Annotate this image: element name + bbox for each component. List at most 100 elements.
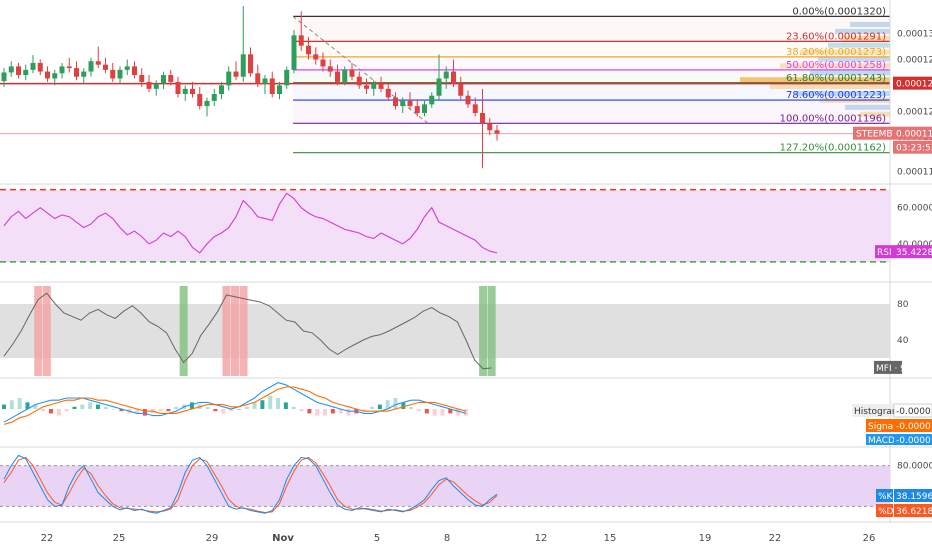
fib-zone	[293, 82, 890, 101]
fib-zone	[293, 16, 890, 42]
volume-profile-bar	[860, 111, 890, 117]
candle-body	[327, 66, 333, 72]
volume-profile-bar	[828, 42, 890, 48]
price-tick-label: 0.0001140	[897, 168, 932, 178]
macd-histogram-bar	[64, 409, 69, 412]
macd-histogram-bar	[205, 406, 210, 409]
macd-histogram-bar	[17, 398, 22, 409]
date-tick-label: 8	[444, 533, 450, 544]
volume-profile-bar	[780, 63, 890, 69]
macd-histogram-bar	[25, 402, 30, 409]
rsi-tick-label: 40.0000	[897, 240, 932, 250]
candle-body	[8, 66, 14, 73]
date-tick-label: 12	[535, 533, 548, 544]
countdown-tag: 03:23:53	[896, 144, 932, 154]
macd-histogram-bar	[362, 409, 367, 412]
macd-histogram-bar	[142, 409, 147, 416]
fibonacci-retracement: 0.00%(0.0001320) 23.60%(0.0001291) 38.20%(…	[0, 6, 890, 154]
volume-profile-bar	[800, 49, 890, 55]
volume-profile-bar	[850, 21, 890, 27]
candle-body	[81, 71, 87, 77]
fib-level-label: 38.20%(0.0001273)	[786, 47, 886, 58]
macd-histogram-bar	[229, 409, 234, 412]
date-axis: 22 25 29 Nov 5 8 12 15 19 22 26	[41, 533, 876, 544]
stoch-band	[0, 465, 890, 507]
candle-body	[226, 71, 232, 86]
mfi-oversold-zone	[179, 286, 188, 376]
candle-body	[313, 54, 319, 60]
macd-histogram-bar	[221, 409, 226, 414]
rsi-tick-label: 60.0000	[897, 204, 932, 214]
candle-body	[240, 54, 246, 77]
macd-histogram-bar	[260, 400, 265, 409]
volume-profile-bar	[835, 28, 890, 34]
candle-body	[211, 94, 217, 101]
candle-body	[1, 72, 7, 82]
symbol-tag: STEEMBTC	[856, 130, 904, 140]
rsi-name-tag: RSI	[877, 248, 892, 258]
candle-body	[219, 85, 224, 94]
macd-histogram-bar	[2, 404, 6, 409]
volume-profile-bar	[818, 56, 890, 62]
macd-histogram-bar	[440, 409, 445, 416]
macd-signal-value: -0.0000	[896, 422, 931, 432]
stoch-k-tag: %K	[878, 492, 894, 502]
candle-body	[139, 75, 145, 82]
candle-body	[197, 94, 203, 107]
macd-histogram-bar	[103, 406, 108, 409]
macd-histogram-bar	[72, 406, 77, 409]
macd-histogram-bar	[119, 409, 124, 412]
candle-body	[190, 88, 195, 94]
candle-body	[45, 71, 50, 79]
volume-profile-bar	[845, 104, 890, 110]
candle-body	[451, 71, 456, 84]
macd-histogram-bar	[377, 404, 382, 409]
candle-body	[52, 73, 58, 79]
candle-body	[262, 78, 268, 84]
volume-profile-bar	[740, 77, 890, 83]
macd-histogram-bar	[463, 409, 468, 416]
macd-histogram-bar	[401, 402, 406, 409]
mfi-overbought-zone	[239, 286, 248, 376]
stoch-d-tag-bg	[876, 504, 893, 517]
macd-histogram-bar	[307, 409, 312, 414]
macd-histogram-bar	[283, 402, 288, 409]
candle-body	[472, 104, 478, 113]
stoch-k-tag-bg	[876, 489, 893, 502]
signal-line	[3, 386, 467, 425]
candle-body	[132, 66, 137, 76]
macd-histogram-bar	[315, 409, 320, 416]
macd-histogram-value-bg	[893, 403, 932, 418]
date-tick-label: 15	[604, 533, 617, 544]
rsi-name-tag-bg	[875, 245, 893, 259]
mfi-oversold-zone	[487, 286, 496, 376]
candle-body	[356, 76, 362, 86]
candle-body	[371, 83, 377, 89]
candle-body	[248, 54, 253, 74]
hline-price-tag-bg	[893, 76, 932, 90]
mfi-band	[0, 304, 890, 358]
fib-level-label: 23.60%(0.0001291)	[786, 31, 886, 42]
macd-histogram-bar	[95, 404, 100, 409]
macd-histogram-bar	[158, 409, 163, 412]
candle-body	[37, 62, 43, 72]
macd-histogram-bar	[41, 409, 46, 412]
candle-body	[66, 66, 72, 69]
candle-body	[422, 104, 427, 113]
date-tick-label: 22	[41, 533, 54, 544]
candle-body	[378, 83, 384, 89]
date-tick-label: Nov	[272, 533, 294, 544]
macd-histogram-bar	[330, 409, 335, 414]
candle-body	[255, 73, 261, 84]
candle-body	[320, 59, 326, 67]
candle-body	[233, 71, 239, 77]
macd-panel	[2, 382, 468, 425]
rsi-value-tag-bg	[893, 245, 932, 259]
date-tick-label: 25	[113, 533, 126, 544]
volume-profile-bar	[810, 70, 890, 76]
date-tick-label: 22	[769, 533, 782, 544]
mfi-oversold-zone	[479, 286, 488, 376]
stoch-tick-label: 80.0000	[897, 462, 932, 472]
